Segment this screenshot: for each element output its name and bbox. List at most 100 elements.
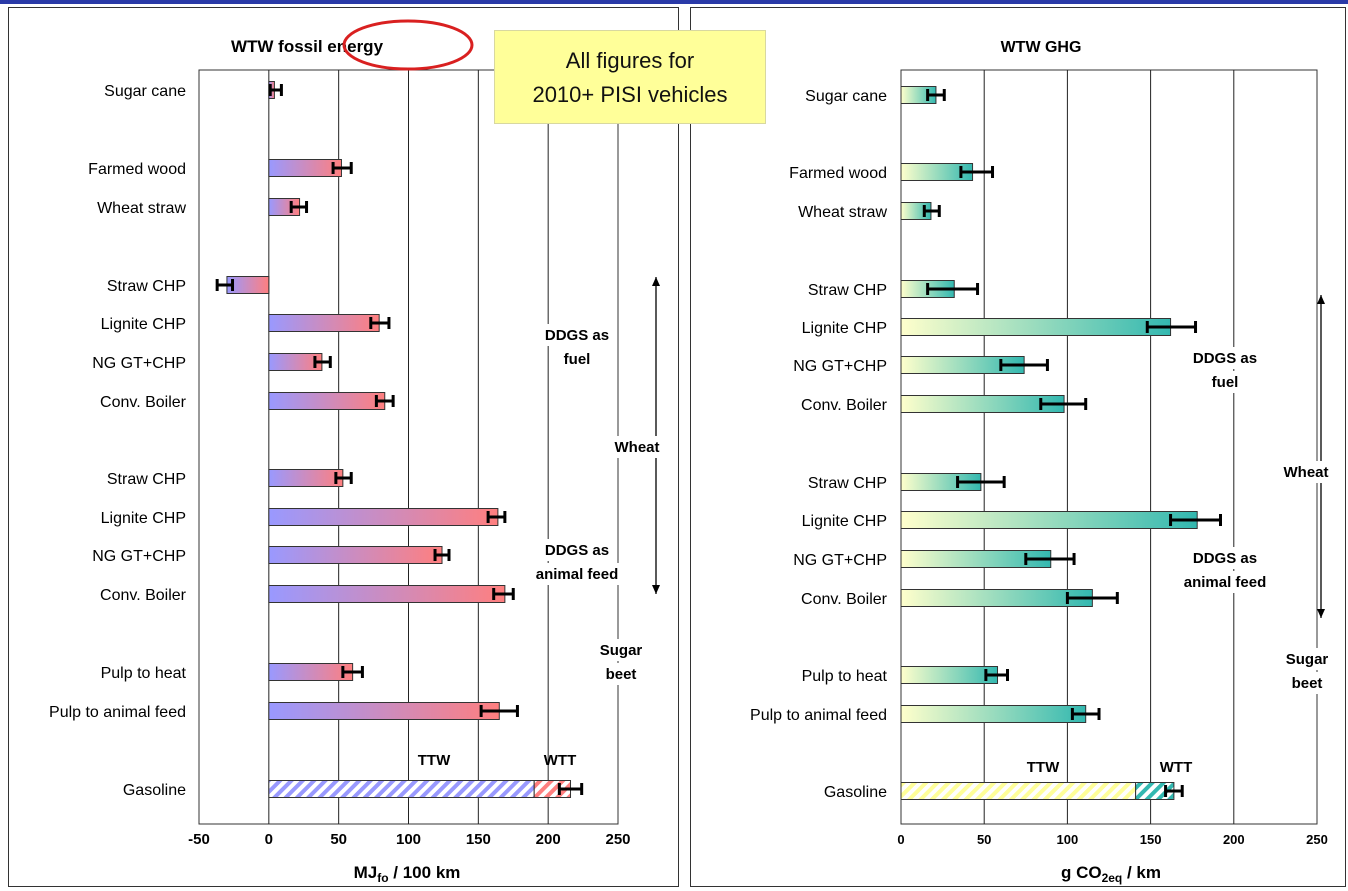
data-bar — [900, 589, 1093, 607]
gasoline-ttw-bar — [900, 782, 1137, 800]
x-tick-label: 50 — [330, 831, 347, 848]
sugar-beet-label-bg — [1286, 672, 1328, 694]
data-bar — [268, 546, 443, 564]
sugar-beet-label-bg — [596, 639, 646, 661]
category-label: Farmed wood — [88, 161, 186, 178]
sugar-beet-label-bg — [1282, 648, 1332, 670]
wheat-label-bg — [609, 436, 665, 458]
category-label: Conv. Boiler — [801, 591, 888, 608]
wheat-label-bg — [1278, 461, 1334, 483]
ddgs-fuel-label: fuel — [1212, 374, 1239, 391]
category-label: Pulp to animal feed — [750, 707, 887, 724]
top-accent-bar — [0, 0, 1348, 4]
category-label: Conv. Boiler — [801, 397, 888, 414]
wheat-label: Wheat — [1284, 464, 1329, 481]
gasoline-label: Gasoline — [824, 784, 887, 801]
category-label: Straw CHP — [808, 475, 887, 492]
sugar-beet-label: Sugar — [1286, 651, 1329, 668]
note-line-2: 2010+ PISI vehicles — [532, 82, 728, 107]
x-tick-label: 200 — [536, 831, 561, 848]
ddgs-feed-label: DDGS as — [1193, 550, 1257, 567]
category-label: Lignite CHP — [802, 513, 887, 530]
data-bar — [268, 663, 354, 681]
note-box: All figures for 2010+ PISI vehicles — [494, 30, 766, 124]
data-bar — [268, 314, 380, 332]
category-label: NG GT+CHP — [92, 548, 186, 565]
category-label: NG GT+CHP — [92, 355, 186, 372]
fossil-energy-chart: -50 0 50 100 150 200 250 WTW fossil energy MJfo … — [49, 19, 665, 885]
category-label: Straw CHP — [107, 471, 186, 488]
category-label: Pulp to heat — [802, 668, 888, 685]
category-label: Sugar cane — [805, 88, 887, 105]
ddgs-fuel-label: fuel — [564, 351, 591, 368]
wheat-arrow-head — [1317, 609, 1325, 618]
category-label: Lignite CHP — [101, 510, 186, 527]
category-label: Lignite CHP — [101, 316, 186, 333]
highlight-ellipse — [342, 19, 474, 71]
note-line-1: All figures for — [565, 48, 695, 73]
category-label: NG GT+CHP — [793, 358, 887, 375]
data-bar — [268, 392, 386, 410]
data-bar — [900, 705, 1087, 723]
x-tick-label: 100 — [1057, 832, 1079, 847]
category-label: Pulp to heat — [101, 665, 187, 682]
data-bar — [268, 159, 342, 177]
ddgs-feed-label-bg — [526, 563, 628, 585]
x-tick-label: 250 — [1306, 832, 1328, 847]
wtt-label: WTT — [544, 752, 576, 769]
x-axis-label: g CO2eq / km — [1061, 863, 1161, 885]
ddgs-feed-label: animal feed — [1184, 574, 1267, 591]
category-label: Lignite CHP — [802, 320, 887, 337]
ddgs-fuel-label: DDGS as — [545, 327, 609, 344]
category-label: Conv. Boiler — [100, 394, 187, 411]
wheat-arrow-head — [1317, 295, 1325, 304]
x-tick-label: 150 — [1140, 832, 1162, 847]
category-label: Wheat straw — [97, 200, 186, 217]
ddgs-feed-label-bg — [1174, 571, 1276, 593]
ddgs-feed-label-bg — [1191, 547, 1259, 569]
gasoline-ttw-bar — [268, 780, 535, 798]
data-bar — [268, 508, 499, 526]
fossil-energy-panel: -50 0 50 100 150 200 250 WTW fossil energy MJfo … — [8, 7, 679, 887]
wheat-label: Wheat — [615, 439, 660, 456]
sugar-beet-label-bg — [600, 663, 642, 685]
x-tick-label: 200 — [1223, 832, 1245, 847]
ddgs-fuel-label: DDGS as — [1193, 350, 1257, 367]
data-bar — [900, 318, 1172, 336]
wheat-arrow-head — [652, 277, 660, 286]
data-bar — [268, 469, 344, 487]
chart-title: WTW GHG — [1001, 39, 1082, 56]
x-tick-label: 100 — [396, 831, 421, 848]
data-bar — [268, 702, 500, 720]
data-bar — [900, 666, 999, 684]
ddgs-feed-label: DDGS as — [545, 542, 609, 559]
ghg-chart: 0 50 100 150 200 250 WTW GHG g CO2eq / km Sugar … — [750, 39, 1334, 885]
category-label: Straw CHP — [808, 282, 887, 299]
ddgs-fuel-label-bg — [1204, 371, 1246, 393]
x-tick-label: 150 — [466, 831, 491, 848]
ddgs-fuel-label-bg — [543, 324, 611, 346]
category-label: Pulp to animal feed — [49, 704, 186, 721]
x-tick-label: 50 — [977, 832, 991, 847]
chart-title: WTW fossil energy — [231, 37, 384, 56]
ddgs-feed-label: animal feed — [536, 566, 619, 583]
plot-frame — [900, 69, 1318, 825]
wtt-label: WTT — [1160, 759, 1192, 776]
wheat-arrow-head — [652, 585, 660, 594]
ttw-label: TTW — [1027, 759, 1060, 776]
x-tick-label: 0 — [265, 831, 273, 848]
category-label: Conv. Boiler — [100, 587, 187, 604]
sugar-beet-label: Sugar — [600, 642, 643, 659]
category-label: Farmed wood — [789, 165, 887, 182]
category-label: Wheat straw — [798, 204, 887, 221]
ddgs-feed-label-bg — [543, 539, 611, 561]
x-tick-label: 0 — [897, 832, 904, 847]
sugar-beet-label: beet — [1292, 675, 1323, 692]
ttw-label: TTW — [418, 752, 451, 769]
sugar-beet-label: beet — [606, 666, 637, 683]
ghg-panel: 0 50 100 150 200 250 WTW GHG g CO2eq / km Sugar … — [690, 7, 1346, 887]
x-axis-label: MJfo / 100 km — [354, 863, 461, 885]
data-bar — [268, 585, 506, 603]
category-label: Straw CHP — [107, 278, 186, 295]
ddgs-fuel-label-bg — [556, 348, 598, 370]
